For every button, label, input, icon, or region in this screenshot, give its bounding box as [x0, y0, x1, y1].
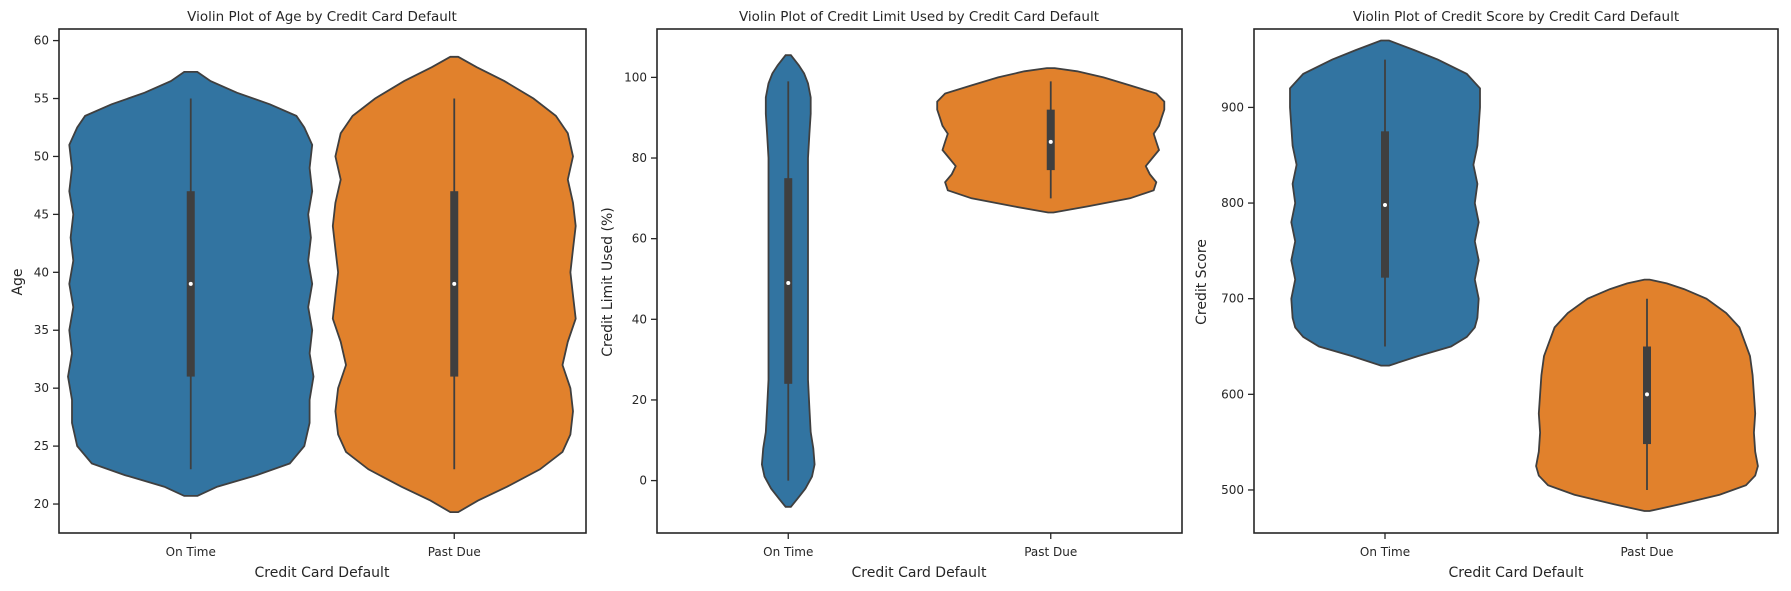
y-tick-label: 20 — [632, 393, 647, 407]
x-tick-label: On Time — [1360, 545, 1410, 559]
median-point — [1048, 139, 1053, 144]
y-tick-label: 50 — [34, 149, 49, 163]
x-tick-label: Past Due — [1620, 545, 1673, 559]
y-tick-label: 55 — [34, 92, 49, 106]
chart-title: Violin Plot of Credit Score by Credit Ca… — [1353, 9, 1679, 25]
y-tick-label: 60 — [632, 232, 647, 246]
y-tick-label: 25 — [34, 439, 49, 453]
iqr-box — [784, 178, 793, 384]
y-tick-label: 35 — [34, 323, 49, 337]
y-tick-label: 700 — [1221, 292, 1244, 306]
plot-frame — [656, 28, 1183, 534]
y-tick-label: 30 — [34, 381, 49, 395]
median-point — [188, 281, 193, 286]
x-tick-label: Past Due — [428, 545, 481, 559]
chart-title: Violin Plot of Age by Credit Card Defaul… — [187, 9, 457, 25]
x-tick-label: On Time — [166, 545, 216, 559]
y-tick-label: 0 — [639, 474, 647, 488]
y-axis-label: Credit Score — [1194, 239, 1210, 325]
median-point — [452, 281, 457, 286]
y-tick-label: 500 — [1221, 483, 1244, 497]
y-tick-label: 40 — [632, 312, 647, 326]
plot-frame — [1253, 28, 1779, 534]
y-axis-label: Credit Limit Used (%) — [600, 207, 616, 356]
y-tick-label: 100 — [624, 70, 647, 84]
y-tick-label: 900 — [1221, 100, 1244, 114]
median-point — [1645, 392, 1649, 397]
x-axis-label: Credit Card Default — [255, 565, 390, 581]
median-point — [786, 281, 791, 286]
plot-frame — [58, 28, 587, 534]
y-tick-label: 800 — [1221, 196, 1244, 210]
x-axis-label: Credit Card Default — [1449, 565, 1584, 581]
x-tick-label: On Time — [763, 545, 813, 559]
y-axis-label: Age — [10, 268, 26, 295]
y-tick-label: 45 — [34, 207, 49, 221]
chart-credit-limit-used: Violin Plot of Credit Limit Used by Cred… — [600, 9, 1183, 581]
chart-age: Violin Plot of Age by Credit Card Defaul… — [10, 9, 587, 581]
median-point — [1383, 202, 1387, 207]
x-tick-label: Past Due — [1024, 545, 1077, 559]
iqr-box — [1046, 109, 1055, 171]
chart-title: Violin Plot of Credit Limit Used by Cred… — [739, 9, 1099, 25]
chart-credit-score: Violin Plot of Credit Score by Credit Ca… — [1194, 9, 1779, 581]
y-tick-label: 40 — [34, 265, 49, 279]
y-tick-label: 80 — [632, 151, 647, 165]
y-tick-label: 20 — [34, 497, 49, 511]
y-tick-label: 600 — [1221, 387, 1244, 401]
x-axis-label: Credit Card Default — [852, 565, 987, 581]
y-tick-label: 60 — [34, 34, 49, 48]
